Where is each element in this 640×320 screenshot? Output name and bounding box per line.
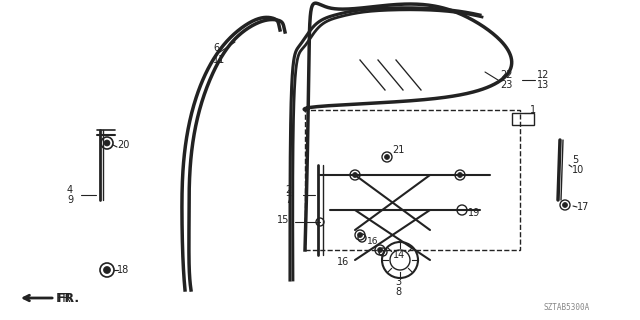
Text: SZTAB5300A: SZTAB5300A [544, 303, 590, 312]
Text: FR.: FR. [57, 292, 80, 305]
Text: 9: 9 [67, 195, 73, 205]
Text: FR.: FR. [56, 292, 76, 305]
Circle shape [385, 155, 390, 159]
Text: 8: 8 [395, 287, 401, 297]
Text: 20: 20 [117, 140, 129, 150]
Text: 21: 21 [392, 145, 404, 155]
Circle shape [353, 172, 358, 178]
Text: 10: 10 [572, 165, 584, 175]
Text: 18: 18 [117, 265, 129, 275]
Bar [305, 110, 520, 250]
Text: 16: 16 [367, 237, 378, 246]
Text: 7: 7 [285, 195, 291, 205]
Text: 11: 11 [213, 55, 225, 65]
Text: 19: 19 [468, 208, 480, 218]
Text: 1: 1 [530, 105, 536, 115]
Text: 14: 14 [393, 250, 405, 260]
Text: 3: 3 [395, 277, 401, 287]
Text: 17: 17 [577, 202, 589, 212]
Text: 13: 13 [537, 80, 549, 90]
Text: 23: 23 [500, 80, 513, 90]
Text: 15: 15 [277, 215, 289, 225]
Bar [512, 113, 534, 125]
Circle shape [458, 172, 463, 178]
Text: 5: 5 [572, 155, 579, 165]
Text: 4: 4 [67, 185, 73, 195]
Circle shape [104, 140, 110, 146]
Text: 2: 2 [285, 185, 291, 195]
Circle shape [104, 267, 111, 274]
Text: 22: 22 [500, 70, 513, 80]
Text: 12: 12 [537, 70, 549, 80]
Text: 16: 16 [337, 257, 349, 267]
Circle shape [563, 203, 568, 207]
Circle shape [378, 247, 383, 252]
Text: 6: 6 [213, 43, 219, 53]
Circle shape [358, 233, 362, 237]
